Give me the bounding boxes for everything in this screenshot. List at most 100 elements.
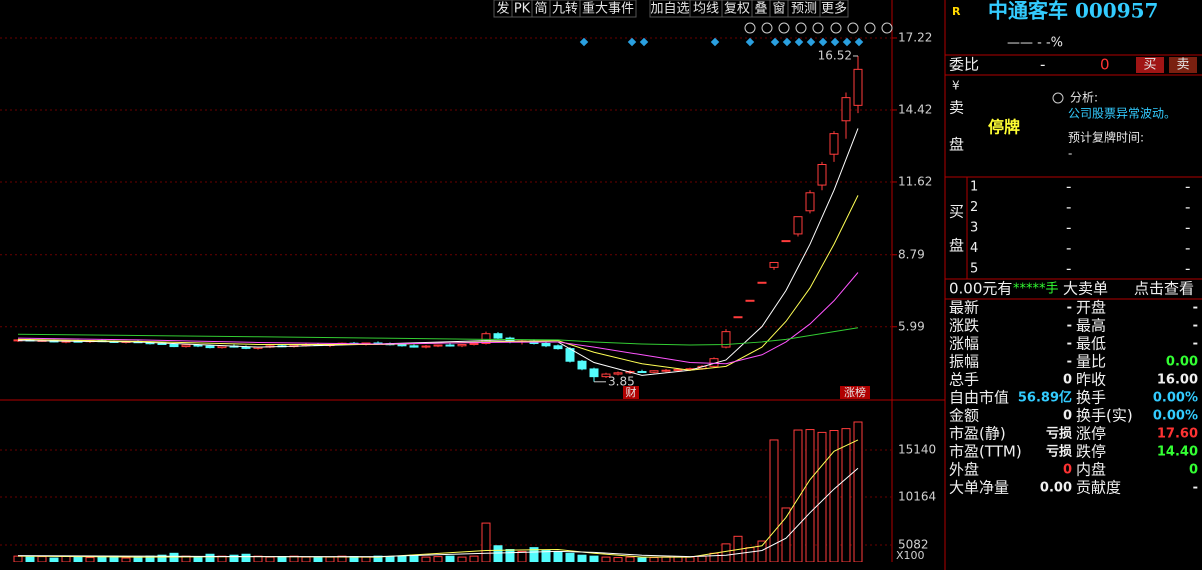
volume-bar bbox=[517, 550, 527, 562]
toolbar-label[interactable]: 发 bbox=[496, 1, 509, 17]
stat-value: 17.60 bbox=[1157, 427, 1198, 442]
tool-icon[interactable] bbox=[847, 22, 859, 34]
level-price: - bbox=[1066, 198, 1071, 216]
stat-label: 市盈(TTM) bbox=[949, 443, 1022, 461]
level-index: 1 bbox=[970, 180, 978, 195]
volume-bar bbox=[661, 556, 671, 562]
stat-label: 大单净量 bbox=[949, 479, 1009, 497]
tool-icon[interactable] bbox=[744, 22, 756, 34]
change-line: —— - -% bbox=[1007, 36, 1063, 51]
stat-value: 亏损 bbox=[1046, 444, 1072, 460]
level-price: - bbox=[1066, 260, 1071, 278]
stat-value: 14.40 bbox=[1157, 445, 1198, 460]
volume-bar bbox=[469, 555, 479, 562]
toolbar-label[interactable]: 重大事件 bbox=[582, 1, 634, 17]
volume-bar bbox=[121, 557, 131, 562]
toolbar-label[interactable]: 预测 bbox=[791, 2, 817, 17]
volume-bar bbox=[613, 557, 623, 562]
volume-bar bbox=[589, 555, 599, 562]
stat-label: 最高 bbox=[1076, 317, 1106, 335]
badge-bg bbox=[623, 386, 639, 399]
analysis-label: 分析: bbox=[1070, 91, 1098, 105]
tool-icon[interactable] bbox=[881, 22, 893, 34]
limit-up-badge: 涨榜 bbox=[844, 385, 866, 399]
volume-bar bbox=[325, 556, 335, 562]
toolbar-label[interactable]: PK bbox=[514, 2, 531, 17]
candle-body bbox=[781, 240, 791, 243]
toolbar-label[interactable]: 复权 bbox=[724, 1, 750, 17]
volume-bar bbox=[421, 556, 431, 562]
tool-icon[interactable] bbox=[778, 22, 790, 34]
tool-icon[interactable] bbox=[795, 22, 807, 34]
candle-body bbox=[421, 345, 431, 348]
volume-bar bbox=[685, 556, 695, 562]
moving-average bbox=[17, 467, 859, 558]
candle-body bbox=[613, 372, 623, 375]
buy-button-label[interactable]: 买 bbox=[1143, 58, 1156, 73]
info-icon[interactable] bbox=[1052, 92, 1064, 104]
volume-bar bbox=[637, 557, 647, 562]
stat-value: 0 bbox=[1063, 373, 1072, 388]
tool-icon[interactable] bbox=[830, 22, 842, 34]
volume-bar bbox=[541, 549, 551, 562]
candle-body bbox=[469, 342, 479, 346]
volume-tick-label: 5082 bbox=[898, 537, 929, 551]
toolbar-label[interactable]: 简 bbox=[534, 1, 547, 17]
stat-value: 0.00% bbox=[1153, 409, 1198, 424]
candle-body bbox=[805, 192, 815, 212]
weibi-value: - bbox=[1040, 56, 1045, 74]
volume-bar bbox=[817, 431, 827, 562]
candle-body bbox=[181, 344, 191, 348]
stat-label: 涨幅 bbox=[949, 335, 979, 353]
stat-value: 0.00 bbox=[1040, 481, 1072, 496]
volume-bar bbox=[157, 554, 167, 562]
tool-icon[interactable] bbox=[761, 22, 773, 34]
moving-average bbox=[17, 327, 859, 346]
badge: R bbox=[952, 5, 961, 18]
big-order-link[interactable]: 点击查看 bbox=[1134, 280, 1194, 298]
candle-body bbox=[829, 133, 839, 155]
stat-value: 0 bbox=[1063, 409, 1072, 424]
big-order-volume: *****手 bbox=[1013, 282, 1059, 297]
toolbar-label[interactable]: 加自选 bbox=[650, 2, 689, 17]
candle-body bbox=[649, 370, 659, 373]
toolbar-label[interactable]: 叠 bbox=[754, 2, 767, 17]
buy-button[interactable] bbox=[1136, 57, 1164, 73]
level-index: 4 bbox=[970, 241, 978, 256]
stat-label: 内盘 bbox=[1076, 461, 1106, 479]
stat-label: 自由市值 bbox=[949, 389, 1009, 407]
volume-tick-label: 10164 bbox=[898, 489, 936, 503]
volume-bar bbox=[769, 439, 779, 562]
volume-tick-label: 15140 bbox=[898, 442, 936, 456]
toolbar-button[interactable] bbox=[579, 0, 637, 18]
candle-body bbox=[445, 344, 455, 347]
volume-bar bbox=[133, 556, 143, 562]
volume-bar bbox=[493, 545, 503, 562]
volume-bar bbox=[577, 554, 587, 562]
volume-bar bbox=[601, 556, 611, 562]
toolbar-button[interactable] bbox=[819, 0, 849, 18]
sell-button[interactable] bbox=[1169, 57, 1197, 73]
stat-label: 总手 bbox=[949, 371, 979, 389]
stat-value: 0 bbox=[1189, 463, 1198, 478]
sell-button-label[interactable]: 卖 bbox=[1176, 58, 1189, 73]
candle-body bbox=[409, 345, 419, 348]
volume-bar bbox=[241, 553, 251, 562]
volume-bar bbox=[793, 429, 803, 562]
volume-bar bbox=[721, 543, 731, 562]
toolbar-label[interactable]: 窗 bbox=[772, 1, 785, 17]
volume-bar bbox=[193, 556, 203, 562]
tool-icon[interactable] bbox=[812, 22, 824, 34]
stat-label: 振幅 bbox=[949, 353, 979, 371]
volume-bar bbox=[841, 428, 851, 562]
stat-value: - bbox=[1067, 319, 1072, 334]
volume-bar bbox=[505, 549, 515, 562]
tool-icon[interactable] bbox=[864, 22, 876, 34]
toolbar-label[interactable]: 均线 bbox=[693, 2, 719, 17]
level-volume: - bbox=[1185, 198, 1190, 216]
toolbar-label[interactable]: 九转 bbox=[552, 2, 578, 17]
toolbar-label[interactable]: 更多 bbox=[821, 1, 847, 17]
candle-body bbox=[553, 345, 563, 350]
volume-bar bbox=[433, 556, 443, 562]
stat-label: 涨停 bbox=[1076, 425, 1106, 443]
